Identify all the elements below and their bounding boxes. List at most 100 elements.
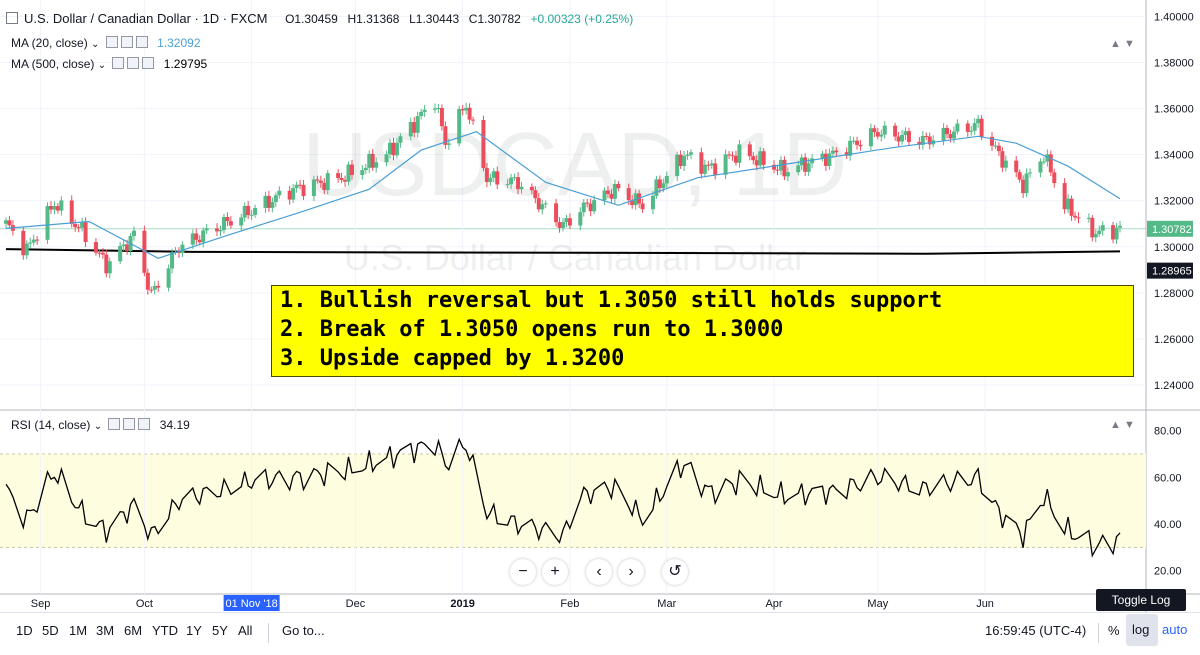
crosshair-date-label: 01 Nov '18 (226, 598, 278, 610)
rsi-label[interactable]: RSI (14, close) (11, 418, 91, 432)
watermark-subtitle: U.S. Dollar / Canadian Dollar (344, 237, 806, 278)
eye-icon[interactable] (112, 57, 125, 69)
candle-body (152, 285, 157, 290)
ma500-value: 1.29795 (163, 57, 208, 71)
candle-body (536, 198, 541, 210)
collapse-pane-icon[interactable]: ▼ (1123, 419, 1135, 431)
price-axis[interactable]: 1.40000 1.38000 1.36000 1.34000 1.32000 1.300… (1147, 12, 1194, 578)
eye-icon[interactable] (108, 418, 121, 430)
gear-icon[interactable] (123, 418, 136, 430)
candle-body (827, 153, 832, 166)
collapse-pane-icon[interactable]: ▼ (1123, 38, 1135, 50)
candle-body (471, 119, 476, 121)
candle-body (422, 109, 427, 112)
reset-chart-button[interactable]: ↺ (662, 559, 688, 585)
range-3m-button[interactable]: 3M (96, 623, 115, 638)
close-icon[interactable] (138, 418, 151, 430)
candle-body (969, 130, 974, 132)
ma20-label[interactable]: MA (20, close) (11, 36, 88, 50)
candle-body (989, 136, 994, 146)
time-axis[interactable]: Sep Oct 01 Nov '18 Dec 2019 Feb Mar Apr May Jun (31, 595, 994, 611)
candle-body (204, 228, 209, 231)
close-icon[interactable] (142, 57, 155, 69)
goto-button[interactable]: Go to... (282, 623, 325, 638)
candle-body (882, 125, 887, 135)
eye-icon[interactable] (105, 36, 118, 48)
candle-body (540, 204, 545, 210)
gear-icon[interactable] (127, 57, 140, 69)
rsi-tick-label: 80.00 (1154, 426, 1182, 438)
candle-body (1041, 161, 1046, 163)
candle-body (125, 244, 130, 251)
candle-body (903, 131, 908, 136)
scroll-right-button[interactable]: › (618, 559, 644, 585)
candle-body (616, 183, 621, 189)
candle-body (733, 155, 738, 163)
candle-body (1118, 225, 1122, 228)
range-1d-button[interactable]: 1D (16, 623, 33, 638)
time-tick-label: Jun (976, 598, 994, 610)
range-5d-button[interactable]: 5D (42, 623, 59, 638)
ma500-label[interactable]: MA (500, close) (11, 57, 95, 71)
candle-body (796, 165, 801, 173)
ma20-value: 1.32092 (157, 36, 201, 50)
auto-scale-button[interactable]: auto (1162, 622, 1188, 637)
range-1y-button[interactable]: 1Y (186, 623, 202, 638)
zoom-in-button[interactable]: + (542, 559, 568, 585)
candle-body (917, 141, 922, 145)
candle-body (920, 135, 925, 145)
candle-body (142, 230, 147, 273)
toolbar-divider (268, 623, 269, 643)
price-tick-label: 1.40000 (1154, 12, 1194, 24)
candle-body (225, 216, 230, 222)
watermark: USDCAD, 1D U.S. Dollar / Canadian Dollar (302, 115, 847, 278)
maximize-pane-icon[interactable]: ▲ (1110, 419, 1121, 431)
candle-body (751, 156, 756, 161)
zoom-out-button[interactable]: − (510, 559, 536, 585)
candle-body (965, 123, 970, 132)
candle-body (349, 164, 354, 176)
maximize-pane-icon[interactable]: ▲ (1110, 38, 1121, 50)
symbol-title[interactable]: U.S. Dollar / Canadian Dollar · 1D · FXC… (24, 11, 268, 26)
chevron-down-icon[interactable]: ⌄ (91, 39, 100, 50)
range-6m-button[interactable]: 6M (124, 623, 143, 638)
annotation-box[interactable]: 1. Bullish reversal but 1.3050 still hol… (271, 285, 1134, 377)
range-1m-button[interactable]: 1M (69, 623, 88, 638)
scroll-left-button[interactable]: ‹ (586, 559, 612, 585)
crosshair-date-bg (223, 595, 280, 611)
percent-scale-button[interactable]: % (1108, 623, 1120, 638)
candle-body (374, 162, 379, 168)
candle-body (190, 233, 195, 245)
candle-body (28, 242, 33, 244)
range-5y-button[interactable]: 5Y (212, 623, 228, 638)
clock-time[interactable]: 16:59:45 (UTC-4) (985, 623, 1087, 638)
chevron-down-icon[interactable]: ⌄ (97, 60, 107, 71)
collapse-icon[interactable] (6, 12, 18, 24)
candle-body (758, 151, 763, 166)
candle-body (702, 164, 707, 174)
log-scale-tooltip: Toggle Log Scale (1096, 589, 1186, 629)
gear-icon[interactable] (120, 36, 133, 48)
pane-controls-rsi[interactable]: ▲ ▼ (1110, 419, 1135, 431)
candle-body (993, 145, 998, 147)
candle-body (83, 222, 88, 243)
ohlc-high: H1.31368 (347, 12, 400, 26)
candle-body (578, 212, 583, 226)
candle-body (747, 144, 752, 157)
bottom-toolbar: 1D 5D 1M 3M 6M YTD 1Y 5Y All Go to... 16… (0, 612, 1200, 655)
log-scale-button[interactable]: log (1132, 622, 1150, 637)
range-ytd-button[interactable]: YTD (152, 623, 178, 638)
rsi-legend[interactable]: RSI (14, close) ⌄ 34.19 (11, 418, 190, 432)
candle-body (900, 135, 905, 142)
pane-controls-main[interactable]: ▲ ▼ (1110, 38, 1135, 50)
candle-body (1100, 225, 1105, 231)
candle-body (270, 201, 275, 208)
ma20-legend[interactable]: MA (20, close) ⌄ 1.32092 (11, 36, 201, 50)
chevron-down-icon[interactable]: ⌄ (93, 421, 103, 432)
ma500-legend[interactable]: MA (500, close) ⌄ 1.29795 (11, 57, 207, 71)
candle-body (249, 214, 254, 216)
candle-body (31, 239, 36, 243)
close-icon[interactable] (135, 36, 148, 48)
range-all-button[interactable]: All (238, 623, 253, 638)
candle-body (1021, 179, 1026, 194)
